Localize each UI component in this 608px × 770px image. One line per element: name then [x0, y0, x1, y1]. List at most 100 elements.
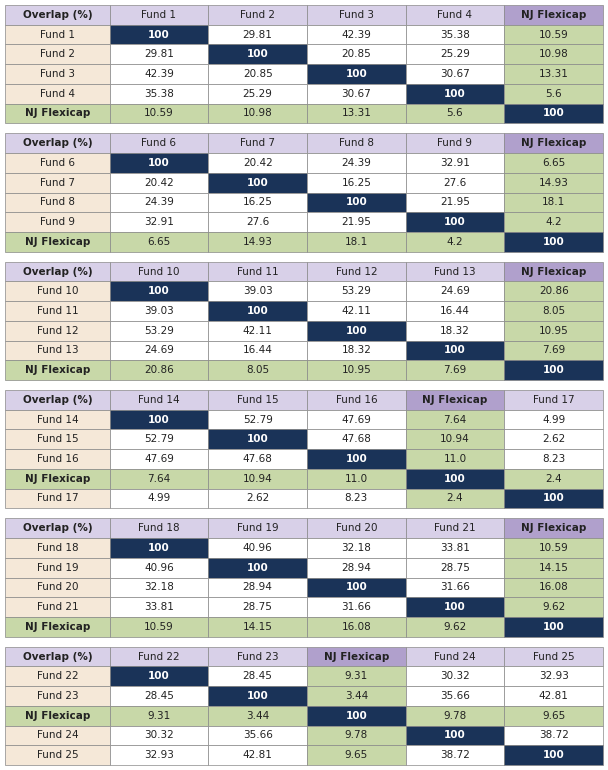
Bar — [307, 706, 406, 725]
Text: 18.1: 18.1 — [542, 197, 565, 207]
Bar — [406, 745, 504, 765]
Text: 30.67: 30.67 — [440, 69, 470, 79]
Text: Fund 11: Fund 11 — [237, 266, 278, 276]
Text: 9.65: 9.65 — [542, 711, 565, 721]
Bar — [109, 489, 209, 508]
Bar — [5, 25, 109, 45]
Bar — [504, 262, 603, 281]
Bar — [5, 390, 109, 410]
Bar — [504, 725, 603, 745]
Text: 100: 100 — [444, 731, 466, 741]
Bar — [504, 430, 603, 449]
Bar — [209, 666, 307, 686]
Text: 2.62: 2.62 — [542, 434, 565, 444]
Text: 2.4: 2.4 — [545, 474, 562, 484]
Bar — [307, 745, 406, 765]
Bar — [109, 262, 209, 281]
Text: 3.44: 3.44 — [246, 711, 269, 721]
Text: 6.65: 6.65 — [147, 237, 171, 247]
Text: 28.45: 28.45 — [243, 671, 272, 681]
Bar — [209, 686, 307, 706]
Bar — [307, 340, 406, 360]
Bar — [209, 5, 307, 25]
Bar — [406, 469, 504, 489]
Text: 14.15: 14.15 — [243, 622, 272, 632]
Text: 5.6: 5.6 — [545, 89, 562, 99]
Text: 20.85: 20.85 — [243, 69, 272, 79]
Text: Fund 12: Fund 12 — [336, 266, 377, 276]
Bar — [5, 647, 109, 666]
Bar — [209, 213, 307, 232]
Bar — [504, 706, 603, 725]
Text: 100: 100 — [444, 346, 466, 356]
Text: Fund 21: Fund 21 — [36, 602, 78, 612]
Bar — [406, 489, 504, 508]
Text: 47.69: 47.69 — [341, 414, 371, 424]
Bar — [307, 390, 406, 410]
Text: NJ Flexicap: NJ Flexicap — [521, 266, 586, 276]
Text: 9.78: 9.78 — [443, 711, 466, 721]
Bar — [504, 578, 603, 598]
Bar — [307, 153, 406, 172]
Bar — [5, 301, 109, 321]
Bar — [5, 64, 109, 84]
Text: Fund 4: Fund 4 — [438, 10, 472, 20]
Bar — [5, 153, 109, 172]
Bar — [109, 232, 209, 252]
Bar — [109, 686, 209, 706]
Text: Fund 24: Fund 24 — [434, 651, 476, 661]
Text: Fund 23: Fund 23 — [36, 691, 78, 701]
Bar — [209, 84, 307, 104]
Text: Fund 14: Fund 14 — [36, 414, 78, 424]
Text: 29.81: 29.81 — [144, 49, 174, 59]
Bar — [504, 538, 603, 557]
Text: 53.29: 53.29 — [144, 326, 174, 336]
Text: NJ Flexicap: NJ Flexicap — [423, 395, 488, 405]
Text: 30.67: 30.67 — [342, 89, 371, 99]
Text: NJ Flexicap: NJ Flexicap — [25, 109, 90, 119]
Text: NJ Flexicap: NJ Flexicap — [25, 622, 90, 632]
Text: 100: 100 — [148, 286, 170, 296]
Bar — [504, 647, 603, 666]
Bar — [5, 172, 109, 192]
Bar — [504, 666, 603, 686]
Bar — [209, 410, 307, 430]
Bar — [307, 518, 406, 538]
Text: 13.31: 13.31 — [539, 69, 568, 79]
Text: 32.91: 32.91 — [144, 217, 174, 227]
Bar — [109, 647, 209, 666]
Text: Fund 3: Fund 3 — [339, 10, 374, 20]
Bar — [406, 686, 504, 706]
Bar — [504, 321, 603, 340]
Bar — [109, 518, 209, 538]
Text: 27.6: 27.6 — [443, 178, 466, 188]
Bar — [307, 578, 406, 598]
Bar — [307, 469, 406, 489]
Bar — [504, 360, 603, 380]
Bar — [209, 281, 307, 301]
Bar — [109, 45, 209, 64]
Bar — [406, 45, 504, 64]
Bar — [504, 64, 603, 84]
Text: NJ Flexicap: NJ Flexicap — [25, 711, 90, 721]
Text: 100: 100 — [247, 434, 269, 444]
Bar — [109, 104, 209, 123]
Text: Fund 11: Fund 11 — [36, 306, 78, 316]
Text: Fund 4: Fund 4 — [40, 89, 75, 99]
Bar — [504, 45, 603, 64]
Text: 10.95: 10.95 — [539, 326, 568, 336]
Bar — [5, 489, 109, 508]
Text: 16.08: 16.08 — [539, 582, 568, 592]
Text: 14.93: 14.93 — [539, 178, 568, 188]
Text: 42.11: 42.11 — [341, 306, 371, 316]
Text: 100: 100 — [543, 237, 565, 247]
Text: 47.68: 47.68 — [341, 434, 371, 444]
Text: 100: 100 — [247, 563, 269, 573]
Bar — [406, 518, 504, 538]
Bar — [209, 340, 307, 360]
Text: 28.75: 28.75 — [243, 602, 272, 612]
Bar — [307, 489, 406, 508]
Text: Fund 10: Fund 10 — [138, 266, 180, 276]
Bar — [5, 706, 109, 725]
Text: 10.94: 10.94 — [440, 434, 470, 444]
